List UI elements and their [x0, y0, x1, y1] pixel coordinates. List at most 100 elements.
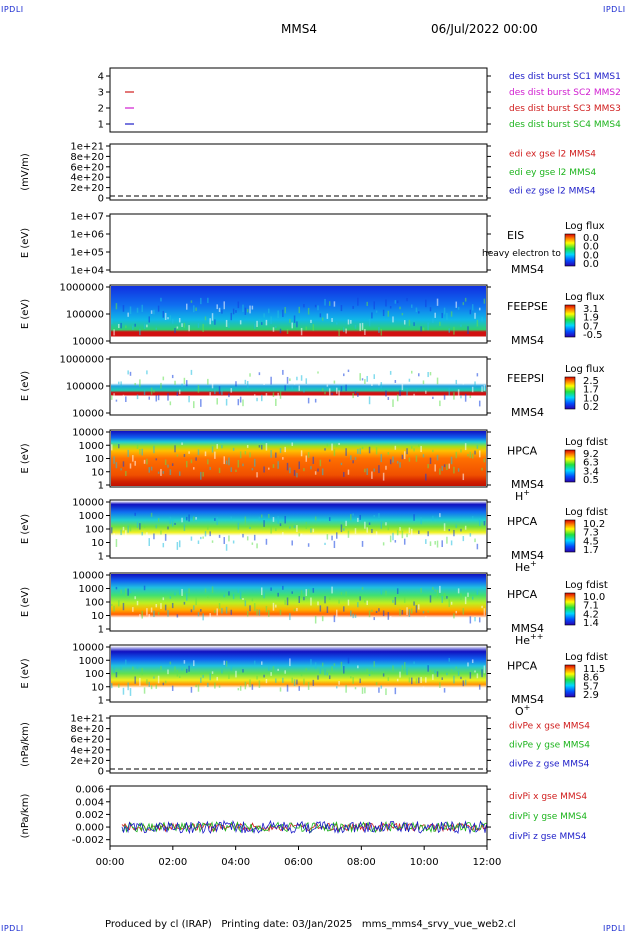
colorbar-tick-hpca-he-1: 7.3 [583, 528, 599, 539]
ytick-edi-e-1: 8e+20 [70, 152, 104, 163]
ytick-hpca-h-0: 10000 [72, 428, 104, 439]
ytick-des-dist-burst-1: 3 [98, 88, 104, 99]
ytick-divpe-2: 6e+20 [70, 735, 104, 746]
ytick-feeps-e-1: 100000 [66, 310, 104, 321]
xtick-6: 12:00 [473, 857, 502, 868]
ytick-hpca-hepp-0: 10000 [72, 571, 104, 582]
ytick-hpca-he-3: 10 [91, 538, 104, 549]
charge-hpca-o: + [524, 703, 531, 712]
instrument-sat-hpca-h: MMS4 [511, 478, 544, 491]
xtick-4: 08:00 [347, 857, 376, 868]
panel-frame-edi-e [109, 143, 488, 201]
ytick-des-dist-burst-2: 2 [98, 104, 104, 115]
colorbar-tick-hpca-he-2: 4.5 [583, 536, 599, 547]
ytick-eis-0: 1e+07 [70, 212, 104, 223]
ytick-feeps-i-1: 100000 [66, 382, 104, 393]
colorbar-title-hpca-he: Log fdist [565, 507, 608, 518]
instrument-hpca-hepp: HPCA [507, 588, 538, 601]
date-title: 06/Jul/2022 00:00 [431, 22, 538, 36]
ytick-hpca-h-1: 1000 [79, 441, 104, 452]
colorbar-tick-hpca-hepp-1: 7.1 [583, 601, 599, 612]
ytick-hpca-hepp-4: 1 [98, 625, 104, 636]
colorbar-tick-hpca-hepp-3: 1.4 [583, 618, 599, 629]
colorbar-feeps-i [564, 376, 576, 410]
ylabel-eis: E (eV) [20, 228, 31, 258]
ytick-divpe-1: 8e+20 [70, 724, 104, 735]
colorbar-title-feeps-e: Log flux [565, 292, 605, 303]
colorbar-eis [564, 233, 576, 267]
ytick-hpca-o-0: 10000 [72, 643, 104, 654]
xtick-2: 04:00 [221, 857, 250, 868]
xtick-1: 02:00 [158, 857, 187, 868]
instrument-sat-feeps-i: MMS4 [511, 406, 544, 419]
corner-label-bottom-left: IPDLI [1, 924, 24, 933]
ytick-hpca-he-4: 1 [98, 552, 104, 563]
ytick-hpca-o-2: 100 [85, 669, 104, 680]
legend-divpe-2: divPe z gse MMS4 [509, 760, 590, 770]
instrument-sat-eis: MMS4 [511, 263, 544, 276]
corner-label-bottom-right: IPDLI [603, 924, 626, 933]
colorbar-tick-feeps-i-2: 1.0 [583, 393, 599, 404]
ylabel-edi-e: (mV/m) [20, 153, 31, 191]
ytick-hpca-hepp-1: 1000 [79, 584, 104, 595]
colorbar-title-eis: Log flux [565, 221, 605, 232]
colorbar-tick-hpca-h-2: 3.4 [583, 466, 599, 477]
colorbar-title-hpca-h: Log fdist [565, 437, 608, 448]
legend-des-dist-burst-0: des dist burst SC1 MMS1 [509, 72, 621, 82]
ytick-divpi-2: 0.002 [75, 810, 104, 821]
ylabel-hpca-h: E (eV) [20, 443, 31, 473]
instrument-hpca-h: HPCA [507, 445, 538, 458]
ytick-hpca-o-3: 10 [91, 682, 104, 693]
colorbar-tick-eis-0: 0.0 [583, 233, 599, 244]
panel-frame-divpi [109, 785, 488, 847]
ytick-edi-e-4: 2e+20 [70, 183, 104, 194]
xtick-0: 00:00 [96, 857, 125, 868]
ytick-hpca-hepp-2: 100 [85, 598, 104, 609]
ytick-feeps-e-0: 1000000 [59, 283, 104, 294]
instrument-feeps-i: FEEPSI [507, 372, 544, 385]
ytick-hpca-he-1: 1000 [79, 511, 104, 522]
colorbar-tick-hpca-h-3: 0.5 [583, 475, 599, 486]
colorbar-feeps-e [564, 304, 576, 338]
colorbar-tick-feeps-i-3: 0.2 [583, 402, 599, 413]
legend-des-dist-burst-1: des dist burst SC2 MMS2 [509, 88, 621, 98]
ytick-hpca-o-4: 1 [98, 696, 104, 707]
colorbar-title-feeps-i: Log flux [565, 364, 605, 375]
corner-label-top-left: IPDLI [1, 5, 24, 14]
ylabel-feeps-e: E (eV) [20, 299, 31, 329]
ytick-divpi-3: 0.000 [75, 823, 104, 834]
colorbar-tick-feeps-e-2: 0.7 [583, 321, 599, 332]
ytick-hpca-o-1: 1000 [79, 656, 104, 667]
ytick-feeps-i-0: 1000000 [59, 355, 104, 366]
colorbar-tick-eis-3: 0.0 [583, 259, 599, 270]
ytick-eis-1: 1e+06 [70, 230, 104, 241]
colorbar-tick-hpca-o-1: 8.6 [583, 673, 599, 684]
colorbar-tick-eis-2: 0.0 [583, 250, 599, 261]
charge-hpca-he: + [530, 559, 537, 568]
ytick-feeps-e-2: 10000 [72, 337, 104, 348]
ytick-divpe-0: 1e+21 [70, 714, 104, 725]
ytick-feeps-i-2: 10000 [72, 409, 104, 420]
ylabel-feeps-i: E (eV) [20, 371, 31, 401]
instrument-sat-hpca-he: MMS4 [511, 549, 544, 562]
colorbar-title-hpca-o: Log fdist [565, 652, 608, 663]
xtick-5: 10:00 [410, 857, 439, 868]
spectrogram-hpca-hepp [111, 574, 486, 630]
instrument-hpca-o: HPCA [507, 660, 538, 673]
satellite-title: MMS4 [281, 22, 317, 36]
legend-des-dist-burst-2: des dist burst SC3 MMS3 [509, 104, 621, 114]
species-hpca-hepp: He++ [515, 632, 543, 647]
corner-label-top-right: IPDLI [603, 5, 626, 14]
ytick-hpca-hepp-3: 10 [91, 611, 104, 622]
colorbar-tick-feeps-e-1: 1.9 [583, 313, 599, 324]
summary-plot: 4 3 2 1 des dist burst SC1 MMS1 des dist burs… [20, 67, 621, 868]
legend-divpe-1: divPe y gse MMS4 [509, 741, 590, 751]
charge-hpca-h: + [523, 488, 530, 497]
legend-divpi-0: divPi x gse MMS4 [509, 792, 587, 802]
ytick-divpe-5: 0 [98, 767, 104, 778]
colorbar-tick-hpca-o-2: 5.7 [583, 681, 599, 692]
ylabel-hpca-o: E (eV) [20, 658, 31, 688]
colorbar-tick-hpca-o-3: 2.9 [583, 690, 599, 701]
ytick-des-dist-burst-0: 4 [98, 72, 104, 83]
colorbar-tick-hpca-hepp-0: 10.0 [583, 592, 605, 603]
